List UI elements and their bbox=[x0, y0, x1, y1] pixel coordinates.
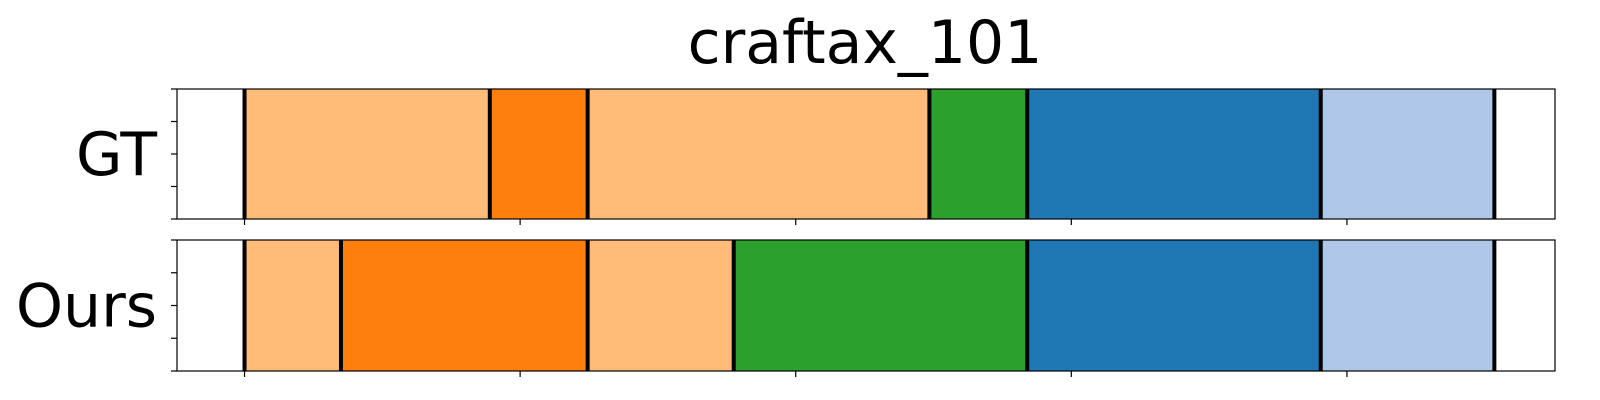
row-gt: GT bbox=[76, 88, 1556, 225]
segment-ours-0 bbox=[244, 240, 341, 371]
row-label-gt: GT bbox=[76, 120, 157, 190]
segment-gt-3 bbox=[929, 89, 1028, 219]
segment-ours-3 bbox=[733, 240, 1028, 371]
segment-ours-1 bbox=[340, 240, 588, 371]
segment-gt-2 bbox=[587, 89, 930, 219]
row-ours: Ours bbox=[16, 239, 1556, 377]
segment-ours-5 bbox=[1320, 240, 1495, 371]
segment-gt-4 bbox=[1027, 89, 1321, 219]
segment-gt-5 bbox=[1320, 89, 1495, 219]
segment-gt-0 bbox=[244, 89, 490, 219]
row-label-ours: Ours bbox=[16, 272, 157, 342]
chart-title: craftax_101 bbox=[688, 8, 1043, 78]
segment-ours-4 bbox=[1027, 240, 1321, 371]
segment-ours-2 bbox=[587, 240, 734, 371]
segment-gt-1 bbox=[489, 89, 588, 219]
rows-group: GT Ours bbox=[16, 88, 1556, 377]
